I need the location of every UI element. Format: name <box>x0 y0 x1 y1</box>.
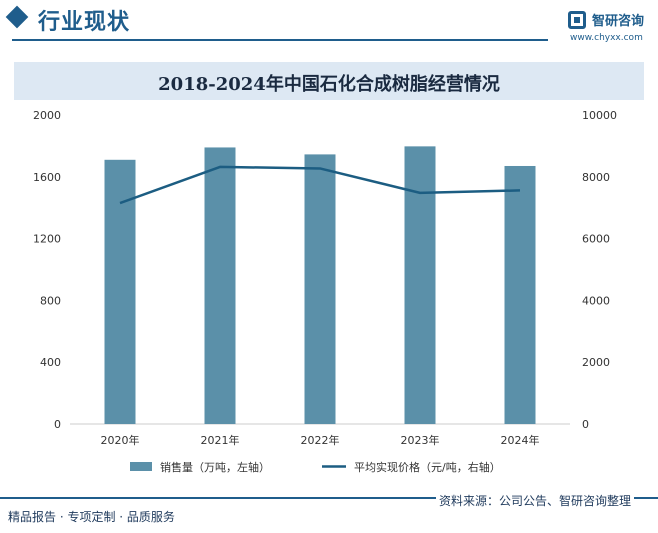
y-left-tick-label: 1600 <box>33 171 61 184</box>
y-left-tick-label: 2000 <box>33 109 61 122</box>
brand-url: www.chyxx.com <box>570 33 643 43</box>
y-left-tick-label: 1200 <box>33 233 61 246</box>
diamond-icon <box>5 5 29 29</box>
brand-logo: 智研咨询 www.chyxx.com <box>568 9 653 45</box>
source-note: 资料来源：公司公告、智研咨询整理 <box>436 492 635 509</box>
header-divider <box>12 39 548 41</box>
footer-slogan: 精品报告 · 专项定制 · 品质服务 <box>8 510 175 524</box>
x-tick-label: 2024年 <box>501 433 540 447</box>
bar <box>304 154 336 424</box>
legend-line-label: 平均实现价格（元/吨，右轴） <box>354 460 501 474</box>
y-right-tick-label: 0 <box>582 418 589 431</box>
x-tick-label: 2021年 <box>201 433 240 447</box>
bar <box>404 146 436 424</box>
footer-divider <box>0 497 658 499</box>
bar <box>204 147 236 424</box>
bar <box>104 159 136 424</box>
brand-logo-icon <box>568 11 586 29</box>
legend-bar-label: 销售量（万吨，左轴） <box>160 460 270 474</box>
y-right-tick-label: 2000 <box>582 356 610 369</box>
legend-bar-swatch <box>130 462 152 471</box>
x-tick-label: 2022年 <box>301 433 340 447</box>
combo-chart: 0 400 800 1200 1600 2000 0 2000 4000 6000 8000 1000… <box>33 109 617 474</box>
y-right-tick-label: 4000 <box>582 294 610 307</box>
section-title: 行业现状 <box>38 10 131 35</box>
y-left-tick-label: 800 <box>40 294 61 307</box>
y-left-tick-label: 400 <box>40 356 61 369</box>
bar <box>504 165 536 425</box>
y-left-tick-label: 0 <box>54 418 61 431</box>
chart-title: 2018-2024年中国石化合成树脂经营情况 <box>158 74 500 95</box>
brand-name: 智研咨询 <box>592 14 645 29</box>
price-line <box>119 165 521 205</box>
x-tick-label: 2020年 <box>101 433 140 447</box>
chart-title-band: 2018-2024年中国石化合成树脂经营情况 <box>14 62 644 100</box>
header-bar: 行业现状 智研咨询 www.chyxx.com <box>0 0 658 46</box>
y-right-tick-label: 6000 <box>582 233 610 246</box>
y-right-tick-label: 10000 <box>582 109 617 122</box>
y-right-tick-label: 8000 <box>582 171 610 184</box>
x-tick-label: 2023年 <box>401 433 440 447</box>
